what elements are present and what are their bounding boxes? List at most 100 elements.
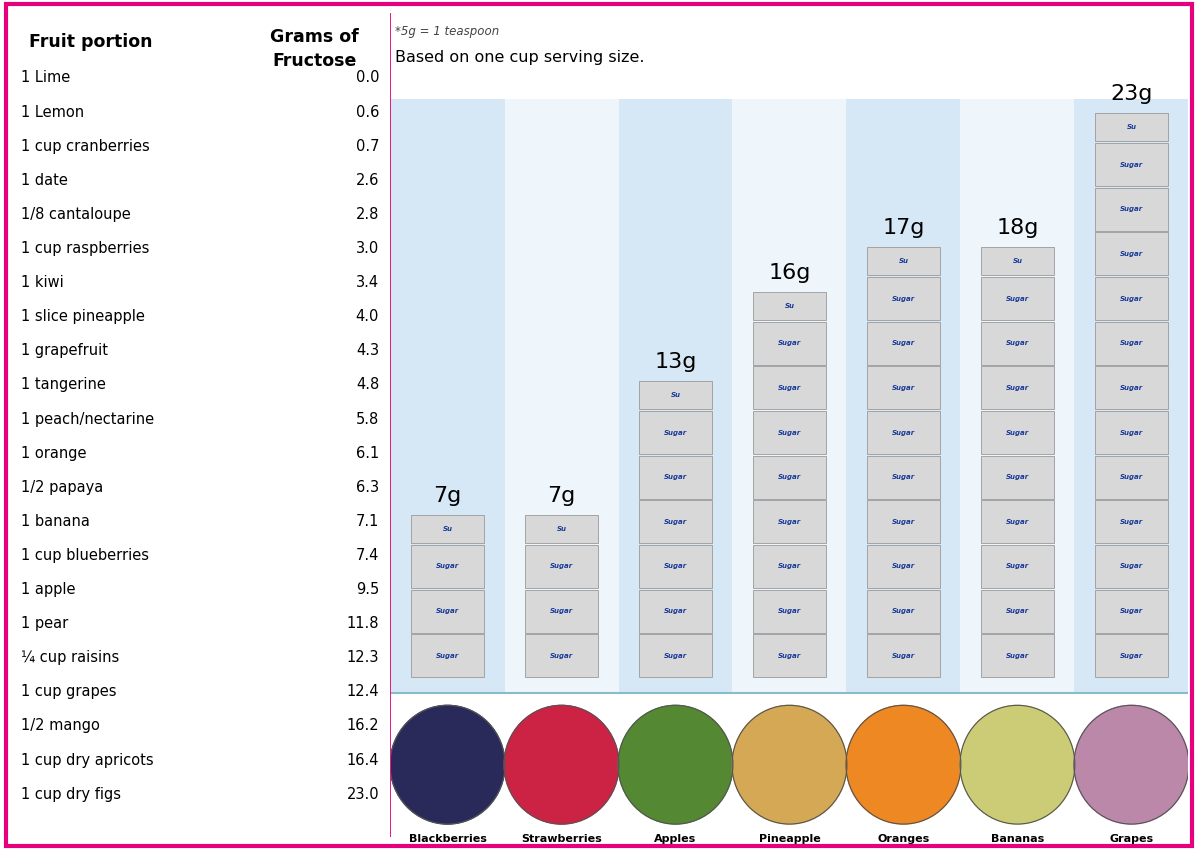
Text: Sugar: Sugar bbox=[778, 564, 801, 570]
Text: 7.4: 7.4 bbox=[356, 548, 379, 563]
Text: 7.1: 7.1 bbox=[356, 513, 379, 529]
FancyBboxPatch shape bbox=[1095, 366, 1168, 410]
FancyBboxPatch shape bbox=[754, 634, 825, 677]
Text: Sugar: Sugar bbox=[778, 429, 801, 435]
Text: 16.2: 16.2 bbox=[346, 718, 379, 734]
Text: 16g: 16g bbox=[768, 263, 811, 282]
FancyBboxPatch shape bbox=[867, 277, 939, 320]
FancyBboxPatch shape bbox=[411, 634, 484, 677]
Text: 0.0: 0.0 bbox=[356, 71, 379, 86]
Text: 18g: 18g bbox=[997, 218, 1039, 238]
Text: 0.6: 0.6 bbox=[356, 105, 379, 120]
Text: 3.0: 3.0 bbox=[356, 241, 379, 256]
Text: Sugar: Sugar bbox=[778, 653, 801, 659]
Text: 1 orange: 1 orange bbox=[22, 445, 86, 461]
Text: Su: Su bbox=[442, 526, 453, 532]
Text: Su: Su bbox=[1126, 124, 1137, 130]
FancyBboxPatch shape bbox=[640, 590, 712, 632]
Text: Sugar: Sugar bbox=[1006, 296, 1029, 302]
Text: 1 apple: 1 apple bbox=[22, 582, 75, 597]
Text: Sugar: Sugar bbox=[778, 340, 801, 346]
Text: Fructose: Fructose bbox=[272, 52, 357, 70]
Text: 1 tangerine: 1 tangerine bbox=[22, 377, 105, 393]
FancyBboxPatch shape bbox=[640, 501, 712, 543]
FancyBboxPatch shape bbox=[867, 246, 939, 275]
Text: Sugar: Sugar bbox=[436, 564, 459, 570]
Text: Sugar: Sugar bbox=[664, 518, 688, 524]
Bar bbox=[961, 99, 1075, 693]
Text: Sugar: Sugar bbox=[436, 608, 459, 615]
Text: Sugar: Sugar bbox=[550, 608, 573, 615]
Text: 1 peach/nectarine: 1 peach/nectarine bbox=[22, 411, 155, 427]
Circle shape bbox=[504, 706, 619, 824]
FancyBboxPatch shape bbox=[867, 634, 939, 677]
Text: Sugar: Sugar bbox=[664, 429, 688, 435]
Text: Su: Su bbox=[898, 258, 908, 264]
Text: Oranges: Oranges bbox=[877, 834, 930, 844]
Text: Sugar: Sugar bbox=[1006, 429, 1029, 435]
Text: 2.6: 2.6 bbox=[356, 173, 379, 188]
Text: Sugar: Sugar bbox=[1120, 296, 1143, 302]
Bar bbox=[1075, 99, 1188, 693]
Text: 5.8: 5.8 bbox=[356, 411, 379, 427]
Text: Apples: Apples bbox=[654, 834, 696, 844]
Text: 4.0: 4.0 bbox=[356, 309, 379, 324]
Text: 1 Lime: 1 Lime bbox=[22, 71, 71, 86]
FancyBboxPatch shape bbox=[981, 545, 1053, 588]
Text: 9.5: 9.5 bbox=[356, 582, 379, 597]
FancyBboxPatch shape bbox=[867, 456, 939, 499]
Text: 3.4: 3.4 bbox=[356, 275, 379, 290]
Text: Sugar: Sugar bbox=[1120, 162, 1143, 167]
FancyBboxPatch shape bbox=[867, 590, 939, 632]
FancyBboxPatch shape bbox=[754, 501, 825, 543]
FancyBboxPatch shape bbox=[1095, 322, 1168, 365]
Text: Strawberries: Strawberries bbox=[521, 834, 601, 844]
Text: Sugar: Sugar bbox=[891, 429, 915, 435]
Text: 13g: 13g bbox=[654, 352, 697, 371]
Text: Sugar: Sugar bbox=[778, 608, 801, 615]
Text: 1 cup grapes: 1 cup grapes bbox=[22, 684, 116, 700]
FancyBboxPatch shape bbox=[526, 515, 598, 543]
FancyBboxPatch shape bbox=[526, 545, 598, 588]
FancyBboxPatch shape bbox=[754, 411, 825, 454]
Text: 1 pear: 1 pear bbox=[22, 616, 68, 632]
Text: 4.3: 4.3 bbox=[356, 343, 379, 359]
Text: 1 cup blueberries: 1 cup blueberries bbox=[22, 548, 149, 563]
Text: Sugar: Sugar bbox=[1120, 474, 1143, 480]
FancyBboxPatch shape bbox=[754, 590, 825, 632]
FancyBboxPatch shape bbox=[867, 545, 939, 588]
FancyBboxPatch shape bbox=[754, 456, 825, 499]
FancyBboxPatch shape bbox=[411, 515, 484, 543]
Text: Sugar: Sugar bbox=[891, 385, 915, 391]
FancyBboxPatch shape bbox=[1095, 277, 1168, 320]
Text: 1/2 mango: 1/2 mango bbox=[22, 718, 99, 734]
Text: 1 grapefruit: 1 grapefruit bbox=[22, 343, 108, 359]
FancyBboxPatch shape bbox=[1095, 188, 1168, 231]
Text: Grams of: Grams of bbox=[270, 27, 358, 46]
FancyBboxPatch shape bbox=[754, 292, 825, 320]
Bar bbox=[618, 99, 732, 693]
Text: 6.1: 6.1 bbox=[356, 445, 379, 461]
FancyBboxPatch shape bbox=[981, 322, 1053, 365]
Text: Sugar: Sugar bbox=[1006, 474, 1029, 480]
Text: Sugar: Sugar bbox=[778, 518, 801, 524]
Text: Sugar: Sugar bbox=[891, 474, 915, 480]
Text: Sugar: Sugar bbox=[891, 518, 915, 524]
Text: Sugar: Sugar bbox=[891, 608, 915, 615]
FancyBboxPatch shape bbox=[981, 501, 1053, 543]
Text: *5g = 1 teaspoon: *5g = 1 teaspoon bbox=[394, 26, 498, 38]
Bar bbox=[847, 99, 961, 693]
Text: Sugar: Sugar bbox=[664, 608, 688, 615]
FancyBboxPatch shape bbox=[640, 634, 712, 677]
Circle shape bbox=[846, 706, 961, 824]
Circle shape bbox=[1073, 706, 1188, 824]
Text: 1 slice pineapple: 1 slice pineapple bbox=[22, 309, 145, 324]
Text: Sugar: Sugar bbox=[891, 653, 915, 659]
Text: 1 date: 1 date bbox=[22, 173, 68, 188]
Text: 1/8 cantaloupe: 1/8 cantaloupe bbox=[22, 207, 131, 222]
Circle shape bbox=[391, 706, 506, 824]
Text: Sugar: Sugar bbox=[1120, 429, 1143, 435]
FancyBboxPatch shape bbox=[981, 277, 1053, 320]
Text: Sugar: Sugar bbox=[1006, 340, 1029, 346]
Text: Su: Su bbox=[557, 526, 567, 532]
